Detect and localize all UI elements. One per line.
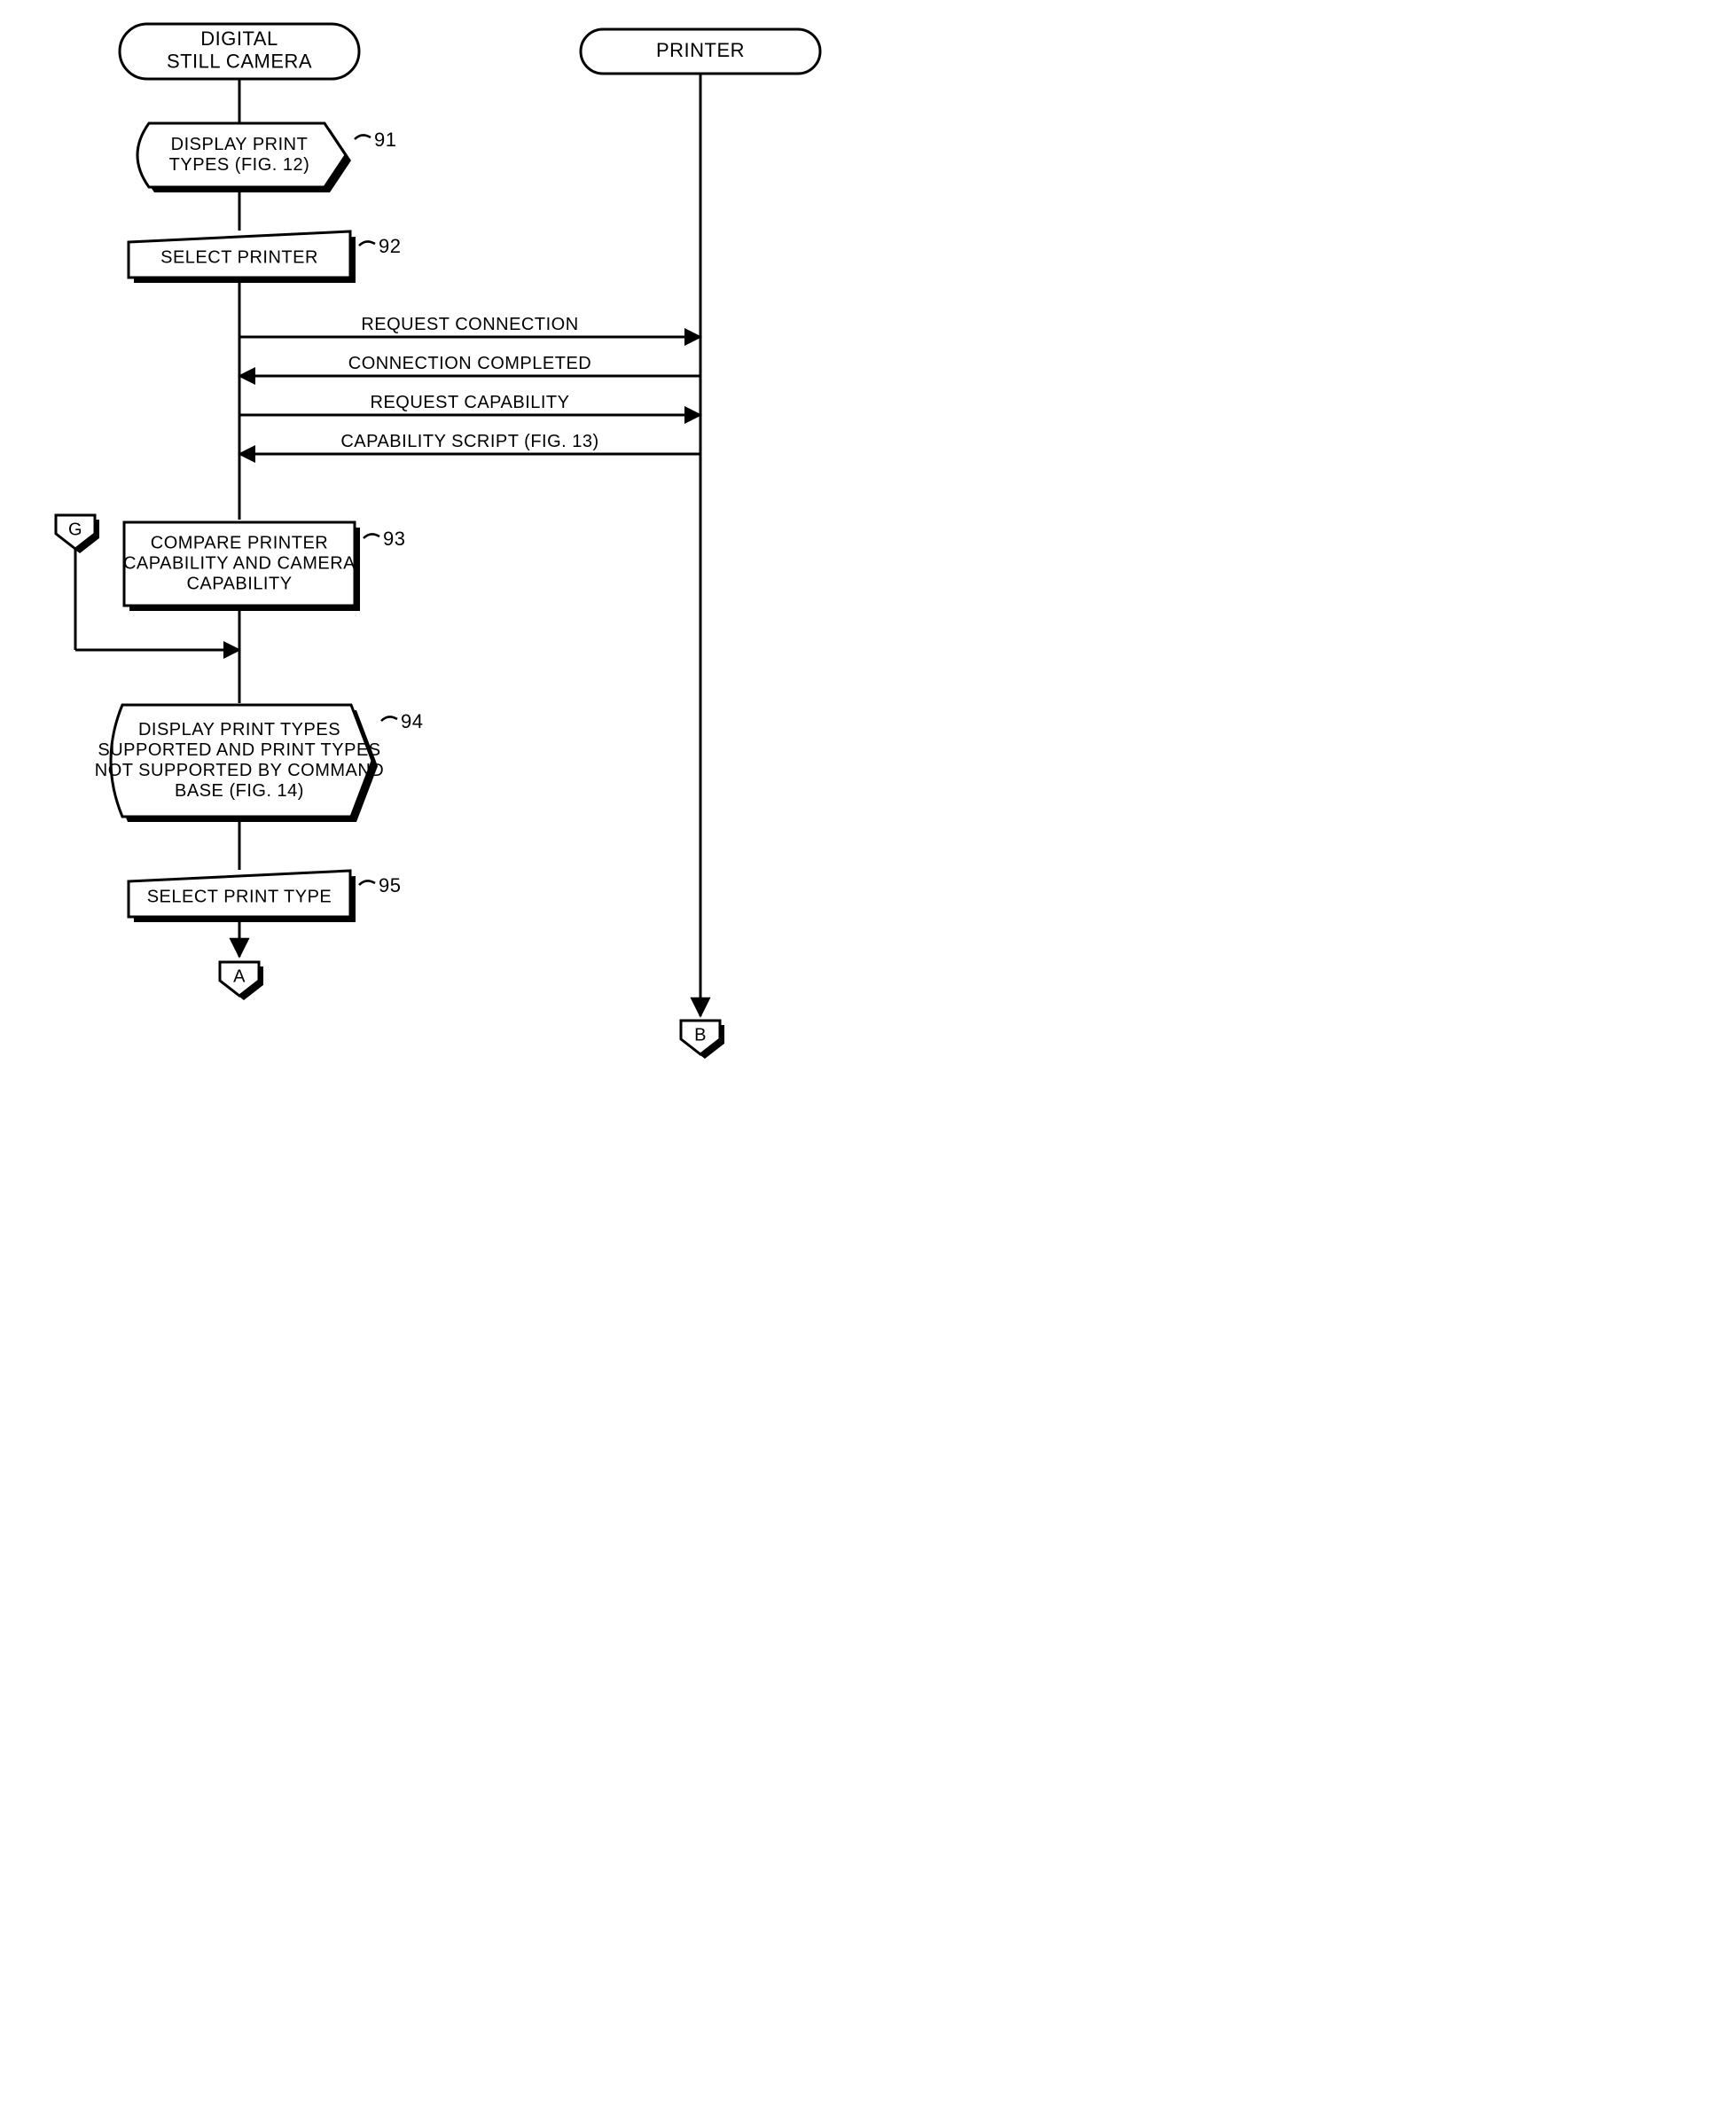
message-1: CONNECTION COMPLETED [239,354,700,376]
connector-b: B [681,1021,724,1059]
svg-text:STILL CAMERA: STILL CAMERA [167,50,312,72]
svg-text:PRINTER: PRINTER [656,39,745,61]
svg-text:REQUEST CONNECTION: REQUEST CONNECTION [361,315,578,334]
svg-text:DIGITAL: DIGITAL [200,27,278,50]
terminal-printer: PRINTER [581,29,820,74]
svg-text:G: G [68,520,82,539]
node-91-display: DISPLAY PRINTTYPES (FIG. 12) 91 [137,123,396,192]
flowchart-diagram: DIGITALSTILL CAMERA PRINTER B DISPLAY PRINT… [18,18,886,1070]
node-95-manual: SELECT PRINT TYPE 95 [129,871,401,922]
svg-text:B: B [694,1025,707,1045]
svg-text:94: 94 [401,710,423,732]
svg-text:CONNECTION COMPLETED: CONNECTION COMPLETED [348,354,591,373]
svg-text:CAPABILITY: CAPABILITY [186,574,292,593]
svg-text:CAPABILITY SCRIPT (FIG. 13): CAPABILITY SCRIPT (FIG. 13) [340,432,598,451]
svg-text:TYPES (FIG. 12): TYPES (FIG. 12) [169,155,310,175]
svg-text:SELECT PRINT TYPE: SELECT PRINT TYPE [147,887,332,906]
node-92-manual: SELECT PRINTER 92 [129,231,401,283]
svg-text:91: 91 [374,129,396,151]
svg-text:REQUEST CAPABILITY: REQUEST CAPABILITY [371,393,570,412]
connector-g: G [56,515,99,553]
svg-text:92: 92 [379,235,401,257]
svg-text:COMPARE PRINTER: COMPARE PRINTER [151,533,328,552]
svg-text:SELECT PRINTER: SELECT PRINTER [160,247,318,267]
message-0: REQUEST CONNECTION [239,315,700,337]
svg-text:93: 93 [383,528,405,550]
svg-text:A: A [233,966,246,986]
svg-text:DISPLAY PRINT: DISPLAY PRINT [171,135,309,154]
message-2: REQUEST CAPABILITY [239,393,700,415]
connector-a: A [220,962,263,1000]
svg-text:DISPLAY PRINT TYPES: DISPLAY PRINT TYPES [138,720,340,739]
svg-text:CAPABILITY AND CAMERA: CAPABILITY AND CAMERA [123,553,356,573]
svg-text:95: 95 [379,874,401,896]
node-93-process: COMPARE PRINTERCAPABILITY AND CAMERACAPA… [123,522,406,611]
svg-text:SUPPORTED AND PRINT TYPES: SUPPORTED AND PRINT TYPES [98,740,380,760]
message-3: CAPABILITY SCRIPT (FIG. 13) [239,432,700,454]
svg-text:NOT SUPPORTED BY COMMAND: NOT SUPPORTED BY COMMAND [95,761,385,780]
terminal-camera: DIGITALSTILL CAMERA [120,24,359,79]
node-94-display: DISPLAY PRINT TYPESSUPPORTED AND PRINT T… [95,705,424,822]
svg-text:BASE (FIG. 14): BASE (FIG. 14) [175,781,304,801]
